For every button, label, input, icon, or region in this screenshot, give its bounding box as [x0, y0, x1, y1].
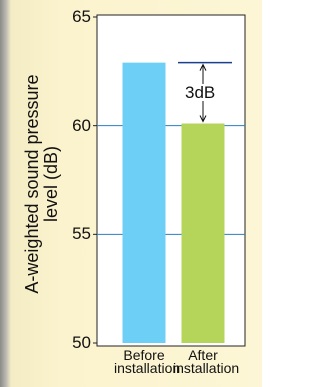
y-tick-label: 55 — [51, 225, 91, 242]
page: A-weighted sound pressure level (dB) 50 5… — [0, 0, 262, 387]
x-tick-label: After installation — [173, 349, 233, 375]
y-axis-label: A-weighted sound pressure level (dB) — [23, 54, 61, 314]
y-tick-label: 60 — [51, 117, 91, 134]
x-tick-label: Before installation — [114, 349, 174, 375]
y-tick-label: 65 — [51, 8, 91, 25]
annotation: 3dB — [183, 84, 217, 101]
y-tick-label: 50 — [51, 334, 91, 351]
bar — [123, 63, 166, 343]
bar — [182, 123, 225, 343]
